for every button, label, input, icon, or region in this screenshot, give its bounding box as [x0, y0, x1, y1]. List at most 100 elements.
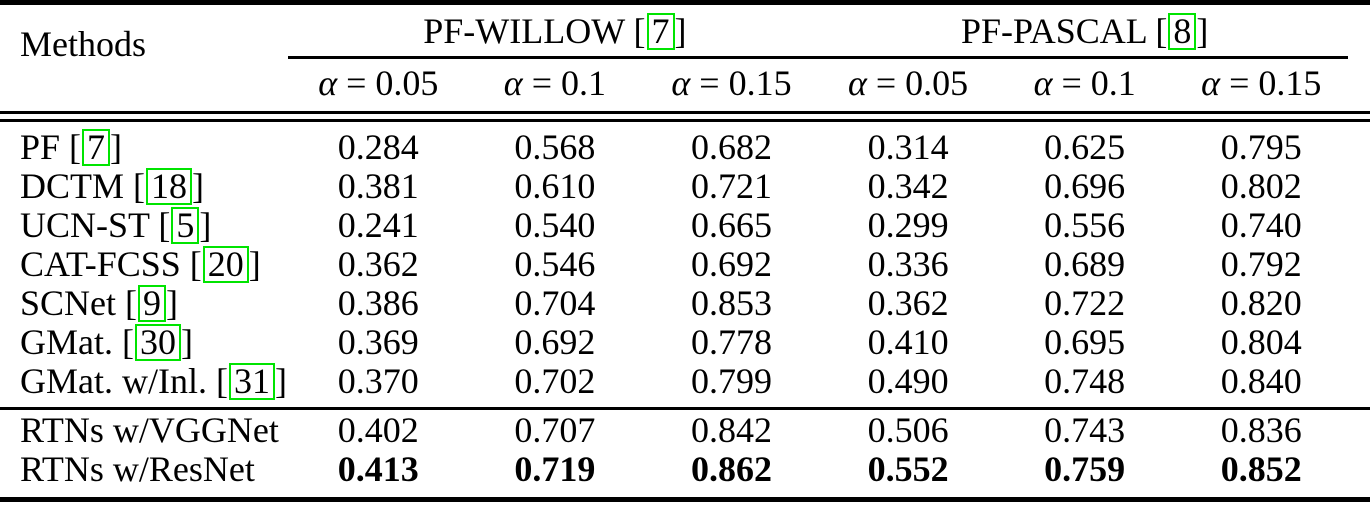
citation-link[interactable]: 18	[146, 168, 193, 206]
method-name-cell: GMat. w/Inl. [31]	[20, 361, 287, 401]
alpha-header-row: α = 0.05 α = 0.1 α = 0.15 α = 0.05 α = 0.1 α =…	[0, 58, 1350, 108]
col-header-alpha-005-willow: α = 0.05	[318, 63, 439, 103]
alpha-symbol: α	[1201, 63, 1221, 103]
value-cell: 0.862	[690, 449, 772, 489]
table-double-rule-lower	[0, 119, 1370, 122]
table-double-rule-upper	[0, 111, 1370, 114]
table-rule-under-dataset-headers	[288, 56, 1348, 59]
value-cell: 0.704	[514, 283, 596, 323]
citation-link[interactable]: 20	[202, 246, 249, 284]
value-cell: 0.665	[690, 205, 772, 245]
value-cell: 0.689	[1044, 244, 1126, 284]
citation-link[interactable]: 7	[646, 13, 675, 51]
value-cell: 0.506	[867, 410, 949, 450]
col-header-alpha-015-willow: α = 0.15	[671, 63, 792, 103]
value-cell: 0.369	[337, 322, 419, 362]
method-name: CAT-FCSS	[20, 244, 181, 284]
method-name-cell: PF [7]	[20, 127, 123, 167]
table-footer: RTNs w/VGGNet 0.402 0.707 0.842 0.506 0.…	[0, 411, 1350, 489]
value-cell: 0.556	[1044, 205, 1126, 245]
value-cell: 0.696	[1044, 166, 1126, 206]
method-name-cell: RTNs w/ResNet	[0, 450, 290, 489]
value-cell: 0.402	[337, 410, 419, 450]
citation-link[interactable]: 8	[1168, 13, 1197, 51]
col-header-alpha-005-pascal: α = 0.05	[847, 63, 969, 103]
citation-link[interactable]: 5	[171, 207, 200, 245]
table-rule-top	[0, 0, 1370, 5]
value-cell: 0.692	[690, 244, 772, 284]
value-cell: 0.540	[514, 205, 596, 245]
method-name: RTNs w/VGGNet	[20, 410, 279, 450]
value-cell: 0.413	[337, 449, 419, 489]
value-cell: 0.802	[1220, 166, 1302, 206]
value-cell: 0.852	[1220, 449, 1302, 489]
value-cell: 0.336	[867, 244, 949, 284]
value-cell: 0.342	[867, 166, 949, 206]
value-cell: 0.692	[514, 322, 596, 362]
value-cell: 0.695	[1044, 322, 1126, 362]
method-name: GMat. w/Inl.	[20, 361, 207, 401]
col-header-alpha-01-willow: α = 0.1	[503, 63, 606, 103]
citation-open-bracket: [	[624, 11, 646, 51]
value-cell: 0.552	[867, 449, 949, 489]
value-cell: 0.490	[867, 361, 949, 401]
table-rule-above-ours	[0, 407, 1370, 410]
citation-open-bracket: [	[1146, 11, 1168, 51]
value-cell: 0.370	[337, 361, 419, 401]
method-name-cell: RTNs w/VGGNet	[0, 411, 290, 450]
value-cell: 0.820	[1220, 283, 1302, 323]
method-name-cell: SCNet [9]	[20, 283, 179, 323]
citation-link[interactable]: 30	[135, 324, 181, 362]
dataset-name: PF-PASCAL	[960, 11, 1147, 51]
col-header-alpha-015-pascal: α = 0.15	[1201, 63, 1322, 103]
value-cell: 0.410	[867, 322, 949, 362]
value-cell: 0.759	[1044, 449, 1126, 489]
dataset-header-pf-pascal: PF-PASCAL [8]	[820, 6, 1350, 56]
value-cell: 0.362	[867, 283, 949, 323]
value-cell: 0.840	[1220, 361, 1302, 401]
value-cell: 0.702	[514, 361, 596, 401]
method-name: GMat.	[20, 322, 113, 362]
value-cell: 0.804	[1220, 322, 1302, 362]
value-cell: 0.792	[1220, 244, 1302, 284]
table-body: PF [7] 0.284 0.568 0.682 0.314 0.625 0.7…	[0, 128, 1350, 401]
method-name-cell: GMat. [30]	[20, 322, 193, 362]
value-cell: 0.842	[690, 410, 772, 450]
value-cell: 0.799	[690, 361, 772, 401]
method-name: SCNet	[20, 283, 117, 323]
method-name-cell: DCTM [18]	[20, 166, 205, 206]
method-name-cell: CAT-FCSS [20]	[20, 244, 261, 284]
value-cell: 0.682	[690, 127, 772, 167]
citation-close-bracket: ]	[1196, 11, 1209, 51]
method-name: UCN-ST	[20, 205, 150, 245]
value-cell: 0.721	[690, 166, 772, 206]
citation-link[interactable]: 7	[82, 129, 111, 167]
dataset-header-row: PF-WILLOW [7] PF-PASCAL [8]	[0, 6, 1350, 56]
method-name: RTNs w/ResNet	[20, 449, 255, 489]
alpha-symbol: α	[671, 63, 691, 103]
value-cell: 0.795	[1220, 127, 1302, 167]
citation-link[interactable]: 31	[228, 363, 275, 401]
value-cell: 0.546	[514, 244, 596, 284]
table-rule-bottom	[0, 497, 1370, 502]
dataset-name: PF-WILLOW	[423, 11, 625, 51]
value-cell: 0.722	[1044, 283, 1126, 323]
value-cell: 0.284	[337, 127, 419, 167]
value-cell: 0.740	[1220, 205, 1302, 245]
alpha-symbol: α	[1033, 63, 1053, 103]
value-cell: 0.386	[337, 283, 419, 323]
value-cell: 0.836	[1220, 410, 1302, 450]
citation-link[interactable]: 9	[138, 285, 167, 323]
dataset-header-pf-willow: PF-WILLOW [7]	[290, 6, 820, 56]
method-name: PF	[20, 127, 61, 167]
value-cell: 0.568	[514, 127, 596, 167]
value-cell: 0.853	[690, 283, 772, 323]
methods-column-header: Methods	[20, 24, 146, 64]
value-cell: 0.241	[337, 205, 419, 245]
value-cell: 0.707	[514, 410, 596, 450]
alpha-symbol: α	[503, 63, 523, 103]
value-cell: 0.743	[1044, 410, 1126, 450]
alpha-symbol: α	[318, 63, 338, 103]
method-name-cell: UCN-ST [5]	[20, 205, 212, 245]
